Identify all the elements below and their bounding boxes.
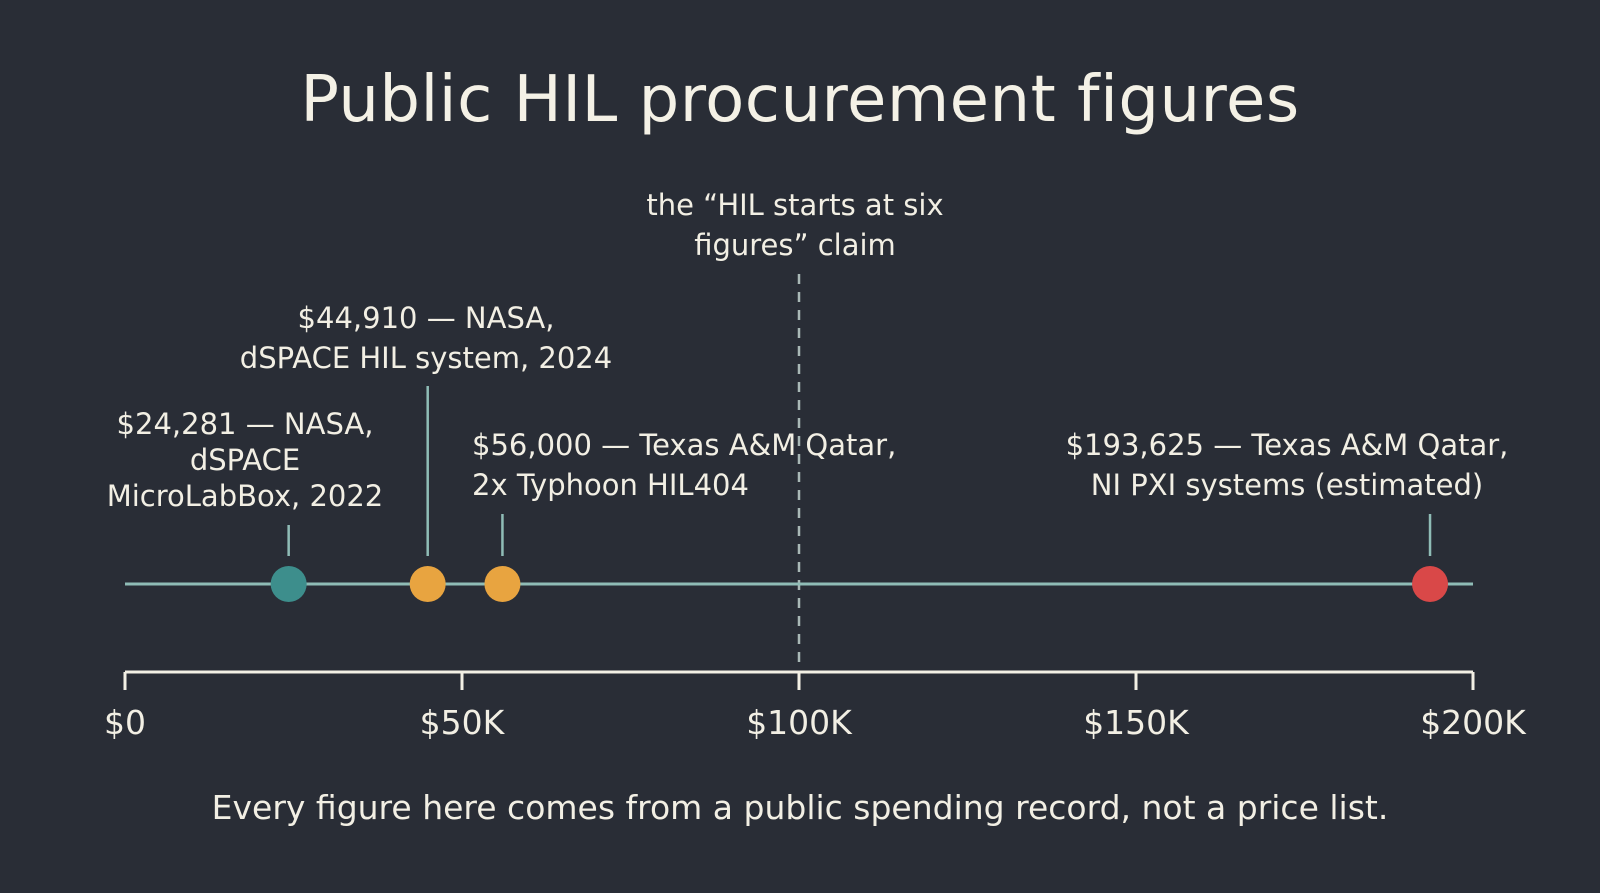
reference-label: the “HIL starts at six figures” claim (646, 188, 943, 262)
data-label: $24,281 — NASA, dSPACE MicroLabBox, 2022 (107, 407, 384, 513)
data-label-line: NI PXI systems (estimated) (1091, 468, 1483, 502)
data-point (409, 566, 446, 602)
x-tick-label: $150K (1083, 703, 1190, 742)
reference-layer: the “HIL starts at six figures” claim (646, 188, 944, 670)
x-tick-label: $0 (104, 703, 146, 742)
data-label-line: dSPACE HIL system, 2024 (240, 341, 612, 375)
chart-footnote: Every figure here comes from a public sp… (211, 788, 1389, 827)
data-point-group: $56,000 — Texas A&M Qatar, 2x Typhoon HIL… (472, 428, 896, 602)
reference-label-line: figures” claim (694, 228, 896, 262)
data-label: $193,625 — Texas A&M Qatar, NI PXI system… (1066, 428, 1509, 502)
x-tick-label: $50K (420, 703, 506, 742)
data-point-group: $24,281 — NASA, dSPACE MicroLabBox, 2022 (107, 407, 384, 602)
x-tick-label: $100K (746, 703, 853, 742)
data-label-line: $193,625 — Texas A&M Qatar, (1066, 428, 1509, 462)
data-label-line: $24,281 — NASA, (117, 407, 374, 441)
data-point (484, 566, 521, 602)
data-point-group: $193,625 — Texas A&M Qatar, NI PXI system… (1066, 428, 1509, 602)
data-label-line: $56,000 — Texas A&M Qatar, (472, 428, 896, 462)
data-label-line: 2x Typhoon HIL404 (472, 468, 749, 502)
chart-title: Public HIL procurement figures (300, 63, 1300, 137)
data-label: $56,000 — Texas A&M Qatar, 2x Typhoon HIL… (472, 428, 896, 502)
data-point (270, 566, 307, 602)
data-label-line: $44,910 — NASA, (298, 301, 555, 335)
data-label-line: dSPACE (190, 443, 300, 477)
reference-label-line: the “HIL starts at six (646, 188, 943, 222)
points-layer: $24,281 — NASA, dSPACE MicroLabBox, 2022 $4… (107, 301, 1509, 602)
data-point-group: $44,910 — NASA, dSPACE HIL system, 2024 (240, 301, 612, 602)
data-point (1412, 566, 1449, 602)
data-label: $44,910 — NASA, dSPACE HIL system, 2024 (240, 301, 612, 375)
data-label-line: MicroLabBox, 2022 (107, 479, 384, 513)
x-tick-label: $200K (1420, 703, 1527, 742)
x-axis: $0 $50K $100K $150K $200K (104, 670, 1527, 742)
